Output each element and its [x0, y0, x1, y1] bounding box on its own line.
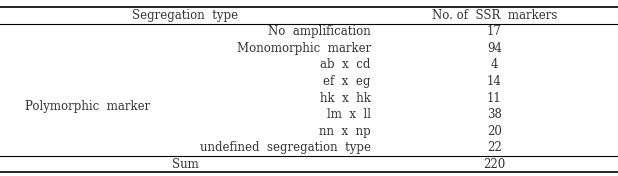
Text: 38: 38 — [487, 108, 502, 121]
Text: lm  x  ll: lm x ll — [327, 108, 371, 121]
Text: Polymorphic  marker: Polymorphic marker — [25, 100, 150, 113]
Text: hk  x  hk: hk x hk — [320, 92, 371, 105]
Text: 11: 11 — [487, 92, 502, 105]
Text: nn  x  np: nn x np — [319, 125, 371, 138]
Text: 4: 4 — [491, 58, 498, 71]
Text: No. of  SSR  markers: No. of SSR markers — [432, 9, 557, 22]
Text: 220: 220 — [483, 158, 506, 171]
Text: 17: 17 — [487, 25, 502, 38]
Text: Monomorphic  marker: Monomorphic marker — [237, 42, 371, 55]
Text: 94: 94 — [487, 42, 502, 55]
Text: 22: 22 — [487, 141, 502, 154]
Text: ef  x  eg: ef x eg — [323, 75, 371, 88]
Text: Segregation  type: Segregation type — [132, 9, 239, 22]
Text: 14: 14 — [487, 75, 502, 88]
Text: ab  x  cd: ab x cd — [320, 58, 371, 71]
Text: 20: 20 — [487, 125, 502, 138]
Text: Sum: Sum — [172, 158, 199, 171]
Text: undefined  segregation  type: undefined segregation type — [200, 141, 371, 154]
Text: No  amplification: No amplification — [268, 25, 371, 38]
